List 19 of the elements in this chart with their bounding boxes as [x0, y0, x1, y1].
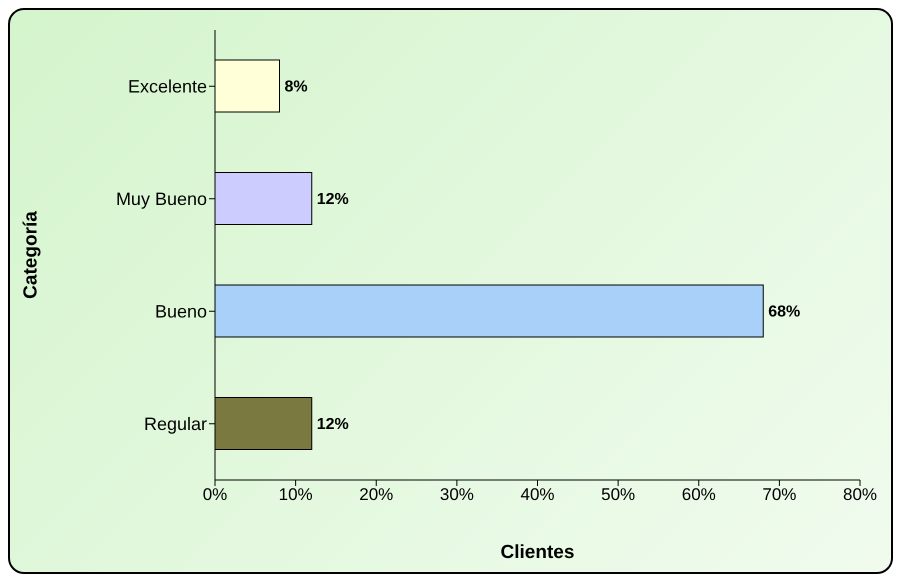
- y-axis-title: Categoría: [20, 210, 42, 299]
- y-tick-label: Regular: [144, 414, 207, 434]
- x-tick-label: 10%: [278, 485, 313, 504]
- y-tick-label: Bueno: [154, 302, 207, 322]
- x-tick-label: 80%: [842, 485, 878, 504]
- x-tick-label: 20%: [359, 485, 394, 504]
- data-label: 68%: [768, 304, 800, 321]
- x-tick-label: 40%: [520, 485, 555, 504]
- data-label: 8%: [284, 78, 308, 96]
- x-axis-title: Clientes: [500, 542, 574, 563]
- y-tick-label: Excelente: [128, 76, 207, 97]
- x-tick-label: 60%: [682, 485, 716, 504]
- x-tick-label: 50%: [601, 485, 636, 504]
- data-label: 12%: [316, 191, 349, 208]
- x-tick-label: 30%: [440, 485, 474, 504]
- x-tick-label: 70%: [762, 485, 796, 504]
- y-tick-label: Muy Bueno: [116, 189, 207, 210]
- data-label: 12%: [316, 416, 349, 434]
- x-tick-label: 0%: [202, 485, 228, 504]
